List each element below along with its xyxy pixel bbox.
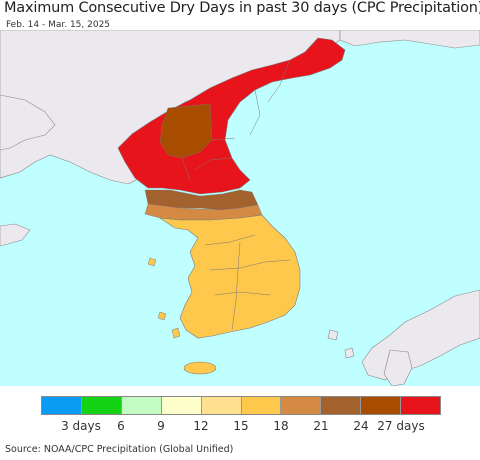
legend-swatch [80,397,121,414]
legend-swatch [240,397,281,414]
source-note: Source: NOAA/CPC Precipitation (Global U… [5,444,234,455]
legend-swatch [400,397,441,414]
color-legend [41,396,441,415]
legend-tick-label: 6 [117,419,125,433]
legend-tick-label: 3 days [61,419,101,433]
shandong-land [0,223,31,247]
legend-tick-labels: 3 days 6 9 12 15 18 21 24 27 days [0,419,480,435]
japan-islet-1 [327,329,339,341]
russia-land [339,30,480,49]
jeju-island [183,361,217,375]
legend-swatch [120,397,161,414]
liaodong-peninsula [0,94,56,151]
legend-swatch [160,397,201,414]
south-korea-region [159,214,301,339]
japan-kyushu [383,349,413,386]
legend-swatch [360,397,401,414]
legend-swatch [42,397,81,414]
legend-tick-label: 12 [193,419,209,433]
nk-province-lines [181,59,291,181]
legend-tick-label: 18 [273,419,289,433]
map-title: Maximum Consecutive Dry Days in past 30 … [4,0,480,16]
date-range: Feb. 14 - Mar. 15, 2025 [6,20,111,30]
legend-tick-label: 24 [353,419,369,433]
legend-swatch [280,397,321,414]
legend-tick-label: 21 [313,419,329,433]
legend-tick-label: 27 days [377,419,425,433]
japan-islet-2 [344,347,355,359]
legend-tick-label: 15 [233,419,249,433]
sk-islands-west [147,257,181,339]
legend-swatch [320,397,361,414]
sk-province-lines [204,234,291,331]
dry-days-map [0,30,480,386]
legend-tick-label: 9 [157,419,165,433]
legend-swatch [200,397,241,414]
